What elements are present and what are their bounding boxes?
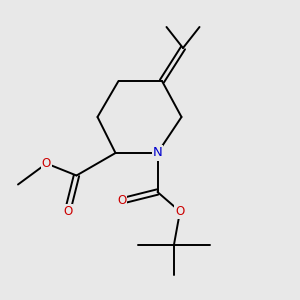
- Text: O: O: [42, 157, 51, 170]
- Text: N: N: [153, 146, 162, 160]
- Text: O: O: [63, 205, 72, 218]
- Text: O: O: [176, 205, 184, 218]
- Text: O: O: [117, 194, 126, 208]
